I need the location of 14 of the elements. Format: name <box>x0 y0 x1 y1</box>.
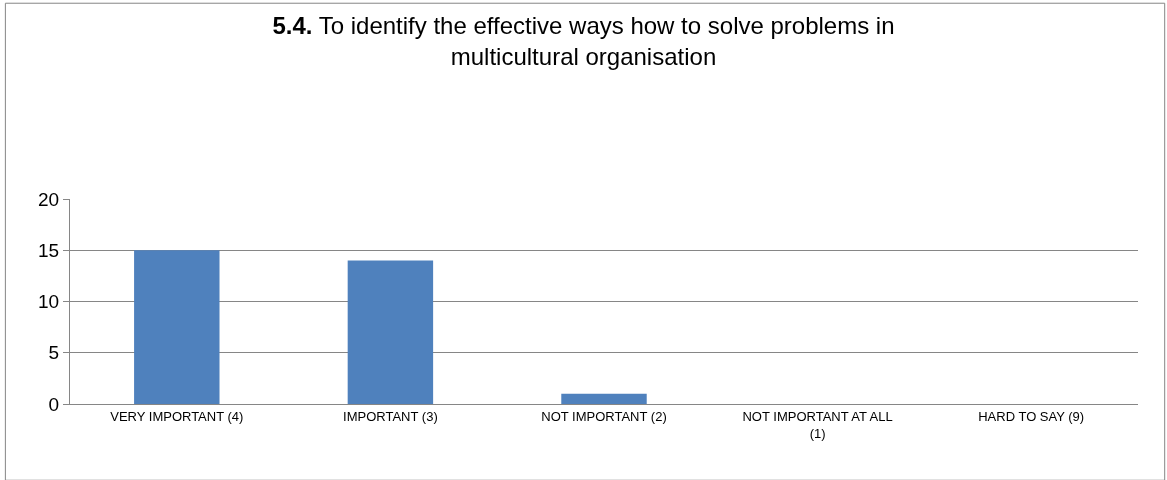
y-tick-label: 10 <box>38 291 60 313</box>
x-tick-label: NOT IMPORTANT (2) <box>541 408 667 424</box>
y-tick-label: 20 <box>38 188 60 210</box>
y-tick-label: 5 <box>48 342 60 364</box>
x-tick-label: HARD TO SAY (9) <box>978 408 1085 424</box>
y-tick-label: 15 <box>38 239 60 261</box>
x-tick-label: NOT IMPORTANT AT ALL (1) <box>742 408 893 441</box>
x-tick-label: VERY IMPORTANT (4) <box>110 408 244 424</box>
bar <box>561 393 647 404</box>
bar <box>347 260 434 404</box>
bar <box>134 250 220 404</box>
y-tick-label: 0 <box>48 393 60 415</box>
chart-title: 5.4. To identify the effective ways how to solve problems in multicultural organisation <box>272 11 895 70</box>
x-tick-label: IMPORTANT (3) <box>343 408 438 424</box>
